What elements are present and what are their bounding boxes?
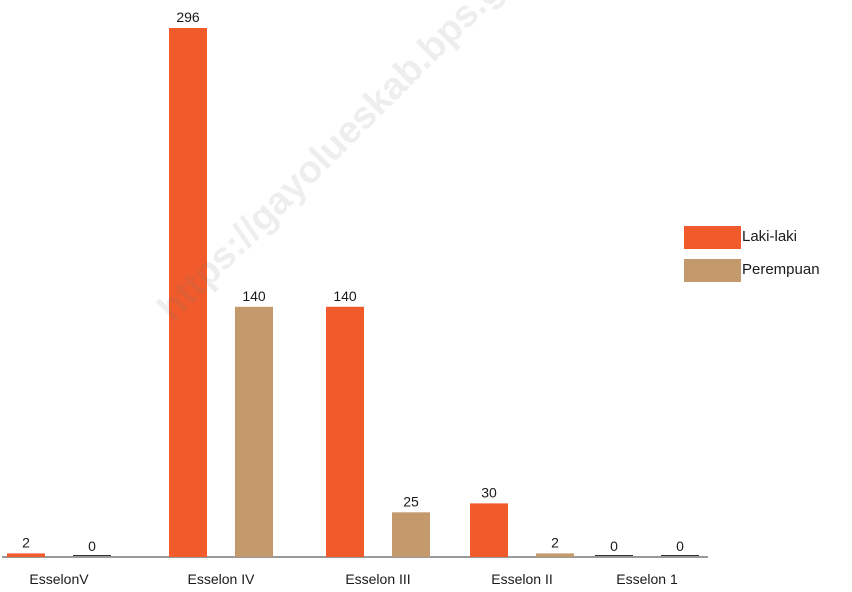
data-label-laki-laki-esselon-ii: 30	[481, 484, 497, 500]
data-label-perempuan-esselon-1: 0	[676, 538, 684, 554]
x-tick-label-esselon-iv: Esselon IV	[188, 571, 256, 587]
data-label-laki-laki-esselon-iii: 140	[333, 288, 357, 304]
bar-perempuan-esselon-iv	[235, 306, 273, 557]
bar-perempuan-esselon-ii	[536, 553, 574, 557]
x-tick-label-esselon-ii: Esselon II	[491, 571, 552, 587]
bar-laki-laki-esselon-iv	[169, 28, 207, 557]
legend-swatch-laki-laki	[684, 226, 741, 249]
bar-perempuan-esselon-iii	[392, 512, 430, 557]
data-label-perempuan-esselon-iii: 25	[403, 493, 419, 509]
data-label-perempuan-esselon-iv: 140	[242, 288, 266, 304]
data-label-laki-laki-esselonv: 2	[22, 534, 30, 550]
data-label-perempuan-esselon-ii: 2	[551, 534, 559, 550]
data-label-laki-laki-esselon-1: 0	[610, 538, 618, 554]
legend-label-laki-laki: Laki-laki	[742, 228, 798, 245]
data-label-perempuan-esselonv: 0	[88, 538, 96, 554]
data-label-laki-laki-esselon-iv: 296	[176, 9, 200, 25]
legend-swatch-perempuan	[684, 259, 741, 282]
x-tick-label-esselon-1: Esselon 1	[616, 571, 678, 587]
x-tick-label-esselonv: EsselonV	[29, 571, 89, 587]
legend-label-perempuan: Perempuan	[742, 261, 820, 278]
bar-laki-laki-esselon-iii	[326, 306, 364, 557]
bar-laki-laki-esselon-ii	[470, 503, 508, 557]
bar-laki-laki-esselonv	[7, 553, 45, 557]
x-tick-label-esselon-iii: Esselon III	[345, 571, 410, 587]
